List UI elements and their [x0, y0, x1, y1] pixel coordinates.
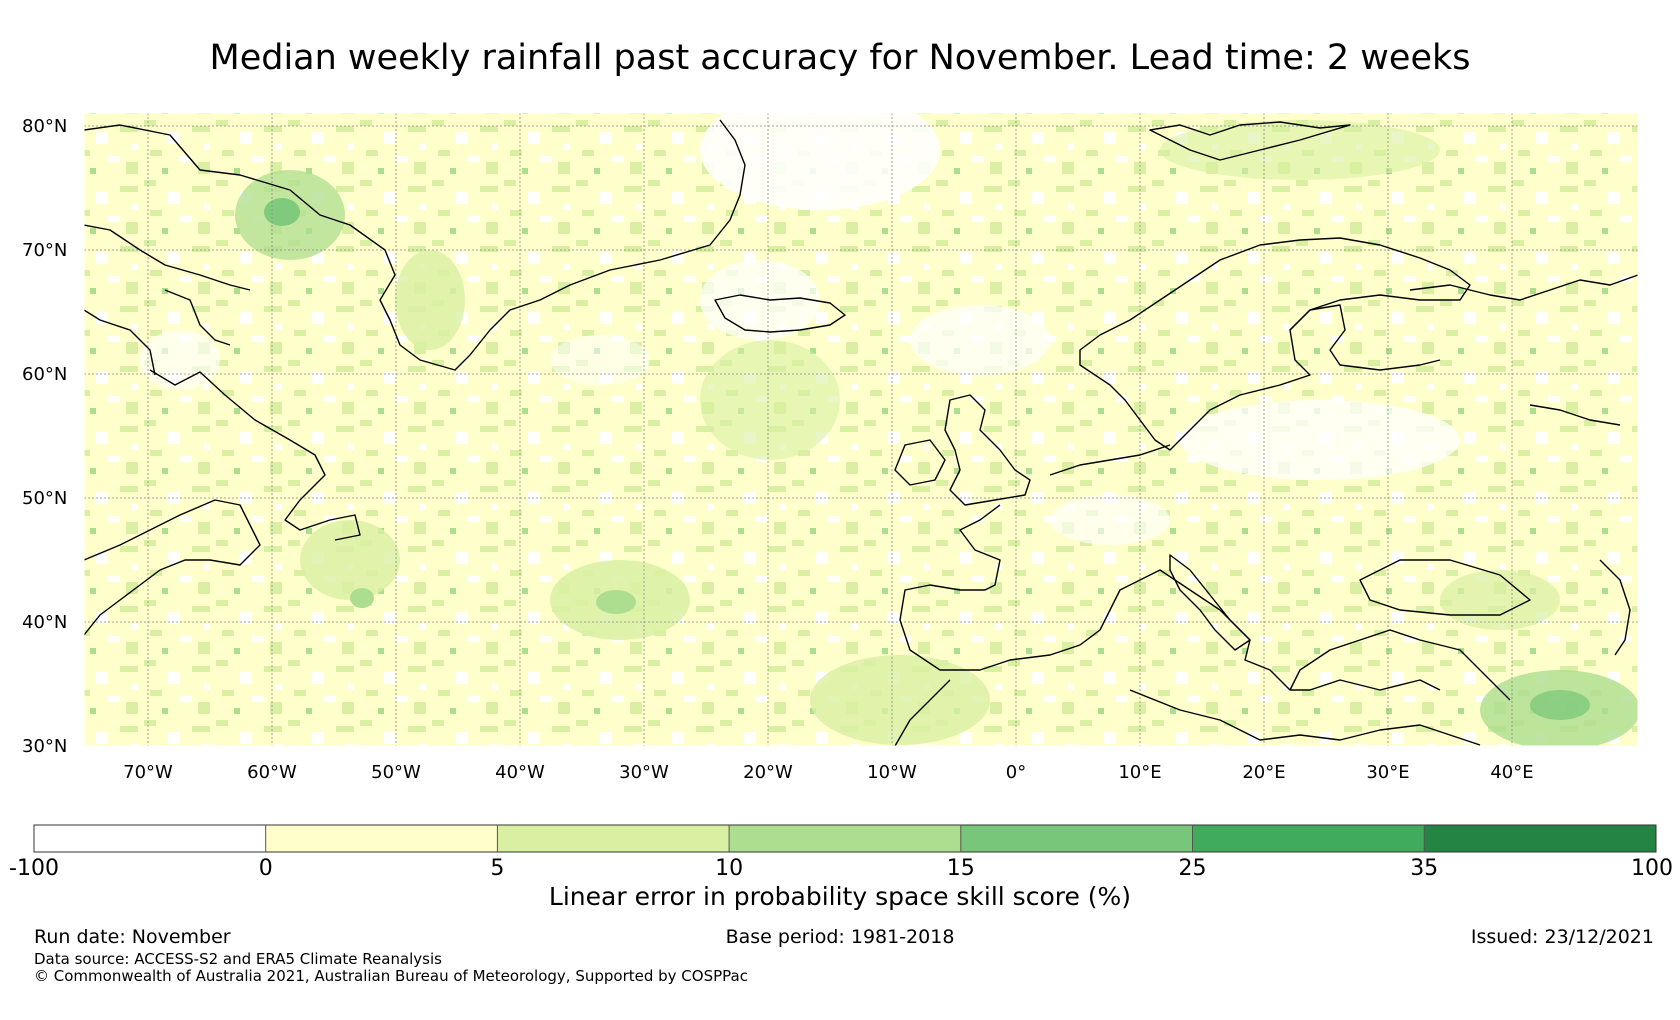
- map-area: [84, 113, 1638, 746]
- coast-iceland: [714, 294, 846, 333]
- colorbar-segment: [497, 825, 730, 852]
- colorbar-segment: [729, 825, 961, 852]
- lon-label: 50°W: [371, 762, 421, 783]
- coastlines: [84, 119, 1638, 746]
- map-gridlines: [84, 113, 1638, 746]
- coast-italy: [1169, 554, 1251, 651]
- lon-label: 70°W: [123, 762, 173, 783]
- lat-label: 40°N: [22, 612, 67, 633]
- lon-label: 30°E: [1366, 762, 1409, 783]
- lon-label: 40°W: [495, 762, 545, 783]
- coast-europe: [899, 444, 1511, 701]
- lat-label: 80°N: [22, 116, 67, 137]
- map-title: Median weekly rainfall past accuracy for…: [209, 38, 1471, 78]
- lon-label: 20°W: [743, 762, 793, 783]
- lon-label: 0°: [1006, 762, 1026, 783]
- coast-baffin: [84, 224, 251, 376]
- colorbar-tick: 5: [490, 856, 504, 881]
- colorbar-tick: 35: [1410, 856, 1438, 881]
- copyright: © Commonwealth of Australia 2021, Austra…: [34, 967, 748, 985]
- lon-label: 10°W: [867, 762, 917, 783]
- coast-black-sea: [1359, 559, 1531, 616]
- issued-date: Issued: 23/12/2021: [1470, 926, 1654, 948]
- colorbar-tick: 15: [947, 856, 975, 881]
- lat-label: 30°N: [22, 736, 67, 757]
- lon-label: 30°W: [619, 762, 669, 783]
- colorbar-tick: 25: [1179, 856, 1207, 881]
- coast-north-africa: [894, 679, 1481, 746]
- colorbar-dividers: [33, 824, 1657, 853]
- coast-labrador: [84, 369, 361, 636]
- colorbar-segment: [34, 825, 266, 852]
- lat-label: 50°N: [22, 488, 67, 509]
- colorbar-segment: [1424, 825, 1656, 852]
- colorbar-label: Linear error in probability space skill …: [548, 882, 1132, 911]
- skill-map: 80°N 70°N 60°N 50°N 40°N 30°N 70°W 60°W …: [22, 112, 1639, 783]
- colorbar-tick: -100: [9, 856, 59, 881]
- colorbar-segment: [265, 825, 498, 852]
- lon-label: 40°E: [1490, 762, 1533, 783]
- lat-label: 60°N: [22, 364, 67, 385]
- colorbar-tick: 10: [715, 856, 743, 881]
- coast-scandinavia: [1079, 237, 1471, 451]
- colorbar-tick: 100: [1631, 856, 1673, 881]
- lat-label: 70°N: [22, 240, 67, 261]
- coast-caspian: [1599, 559, 1631, 656]
- lon-label: 60°W: [247, 762, 297, 783]
- map-frame: [83, 112, 1639, 747]
- run-date: Run date: November: [34, 926, 231, 948]
- coast-britain: [944, 394, 1031, 506]
- lon-label: 20°E: [1242, 762, 1285, 783]
- base-period: Base period: 1981-2018: [725, 926, 955, 948]
- colorbar-segments: [34, 825, 1656, 852]
- coast-ireland: [894, 439, 946, 486]
- colorbar-ticks: -100 0 5 10 15 25 35 100: [9, 856, 1673, 881]
- coast-finland: [1289, 304, 1441, 371]
- lon-label: 10°E: [1118, 762, 1161, 783]
- coast-russia-arctic: [1409, 274, 1638, 426]
- colorbar-tick: 0: [259, 856, 273, 881]
- colorbar-segment: [960, 825, 1193, 852]
- coast-greenland: [84, 119, 746, 371]
- colorbar-segment: [1192, 825, 1425, 852]
- data-source: Data source: ACCESS-S2 and ERA5 Climate …: [34, 950, 442, 968]
- coast-svalbard: [1149, 121, 1351, 161]
